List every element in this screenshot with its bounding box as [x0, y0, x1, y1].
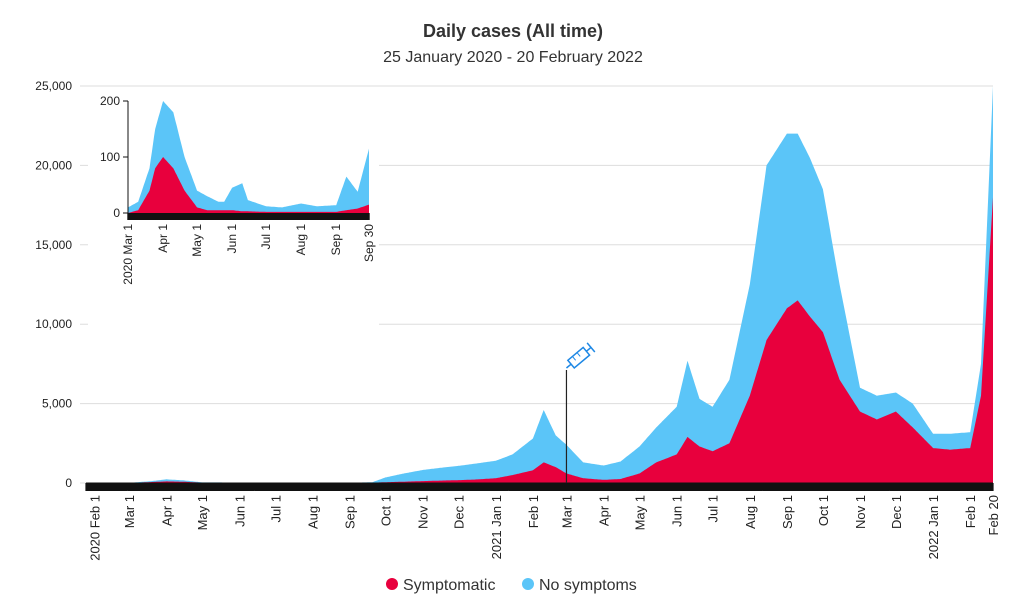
x-tick-label: Oct 1 — [379, 495, 394, 526]
x-tick-label: Sep 1 — [343, 495, 358, 529]
y-tick-label: 10,000 — [35, 317, 72, 331]
inset-x-tick-label: Aug 1 — [294, 224, 308, 256]
x-tick-label: Feb 1 — [526, 495, 541, 528]
inset-y-tick-label: 100 — [100, 150, 120, 164]
y-tick-label: 20,000 — [35, 158, 72, 172]
x-tick-label: May 1 — [195, 495, 210, 530]
syringe-icon — [565, 342, 596, 370]
main-plot-area — [86, 86, 993, 483]
inset-background — [88, 91, 379, 363]
y-tick-label: 25,000 — [35, 79, 72, 93]
inset-y-axis: 0 100 200 — [100, 94, 129, 220]
legend-no-symptoms-label: No symptoms — [539, 577, 637, 594]
inset-x-tick-label: Jul 1 — [259, 224, 273, 250]
y-tick-label: 0 — [65, 476, 72, 490]
inset-x-tick-label: Apr 1 — [156, 224, 170, 253]
y-tick-label: 5,000 — [42, 397, 72, 411]
x-tick-label: Nov 1 — [416, 495, 431, 529]
x-tick-label: Dec 1 — [452, 495, 467, 529]
x-axis-daily-ticks — [85, 483, 994, 491]
chart-title: Daily cases (All time) — [423, 21, 603, 41]
inset-x-tick-label: Sep 1 — [329, 224, 343, 256]
vaccine-marker — [565, 342, 596, 483]
x-tick-label: Dec 1 — [889, 495, 904, 529]
main-x-axis: 2020 Feb 1 Mar 1 Apr 1 May 1 Jun 1 Jul 1 Aug 1… — [85, 482, 1001, 561]
x-tick-label: 2022 Jan 1 — [926, 495, 941, 559]
syringe-plunger — [585, 346, 592, 352]
x-tick-label: Mar 1 — [122, 495, 137, 528]
x-tick-label: Jun 1 — [670, 495, 685, 527]
inset-y-tick-label: 0 — [113, 206, 120, 220]
syringe-handle — [586, 342, 596, 353]
x-tick-label: Mar 1 — [560, 495, 575, 528]
x-tick-label: Aug 1 — [743, 495, 758, 529]
x-tick-label: Nov 1 — [853, 495, 868, 529]
inset-y-tick-label: 200 — [100, 94, 120, 108]
inset-series-symptomatic — [128, 157, 369, 213]
x-tick-label: Feb 20 — [986, 495, 1001, 535]
x-tick-label: May 1 — [633, 495, 648, 530]
inset-plot-area — [88, 91, 379, 363]
legend-no-symptoms-swatch — [522, 578, 534, 590]
main-series-symptomatic — [86, 197, 993, 483]
x-tick-label: Jul 1 — [706, 495, 721, 522]
inset-x-axis-daily-ticks — [127, 213, 370, 220]
x-tick-label: Apr 1 — [159, 495, 174, 526]
legend-symptomatic-swatch — [386, 578, 398, 590]
inset-x-tick-label: 2020 Mar 1 — [121, 224, 135, 285]
legend-symptomatic-label: Symptomatic — [403, 577, 495, 594]
x-tick-label: 2021 Jan 1 — [489, 495, 504, 559]
legend: Symptomatic No symptoms — [386, 577, 637, 594]
y-tick-label: 15,000 — [35, 238, 72, 252]
x-tick-label: Feb 1 — [963, 495, 978, 528]
syringe-mark — [576, 352, 581, 357]
x-tick-label: Aug 1 — [306, 495, 321, 529]
x-tick-label: Oct 1 — [816, 495, 831, 526]
inset-x-tick-label: May 1 — [190, 224, 204, 257]
x-tick-label: Apr 1 — [597, 495, 612, 526]
inset-series-no-symptoms — [128, 101, 369, 213]
x-tick-label: Jun 1 — [232, 495, 247, 527]
x-tick-label: Sep 1 — [780, 495, 795, 529]
chart-subtitle: 25 January 2020 - 20 February 2022 — [383, 49, 643, 66]
inset-x-tick-label: Jun 1 — [225, 224, 239, 254]
syringe-mark — [572, 356, 577, 361]
x-tick-label: 2020 Feb 1 — [87, 495, 102, 561]
main-y-axis: 0 5,000 10,000 15,000 20,000 25,000 — [35, 79, 72, 490]
syringe-needle — [565, 363, 572, 369]
inset-x-axis: 2020 Mar 1 Apr 1 May 1 Jun 1 Jul 1 Aug 1 Sep 1… — [121, 213, 376, 285]
inset-chart: 0 100 200 2020 Mar 1 Apr 1 May 1 Jun 1 Jul 1 Au… — [88, 91, 379, 363]
inset-x-tick-label: Sep 30 — [362, 224, 376, 262]
x-tick-label: Jul 1 — [268, 495, 283, 522]
